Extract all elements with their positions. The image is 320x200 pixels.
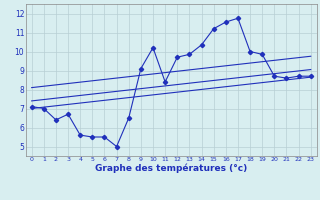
X-axis label: Graphe des températures (°c): Graphe des températures (°c): [95, 164, 247, 173]
